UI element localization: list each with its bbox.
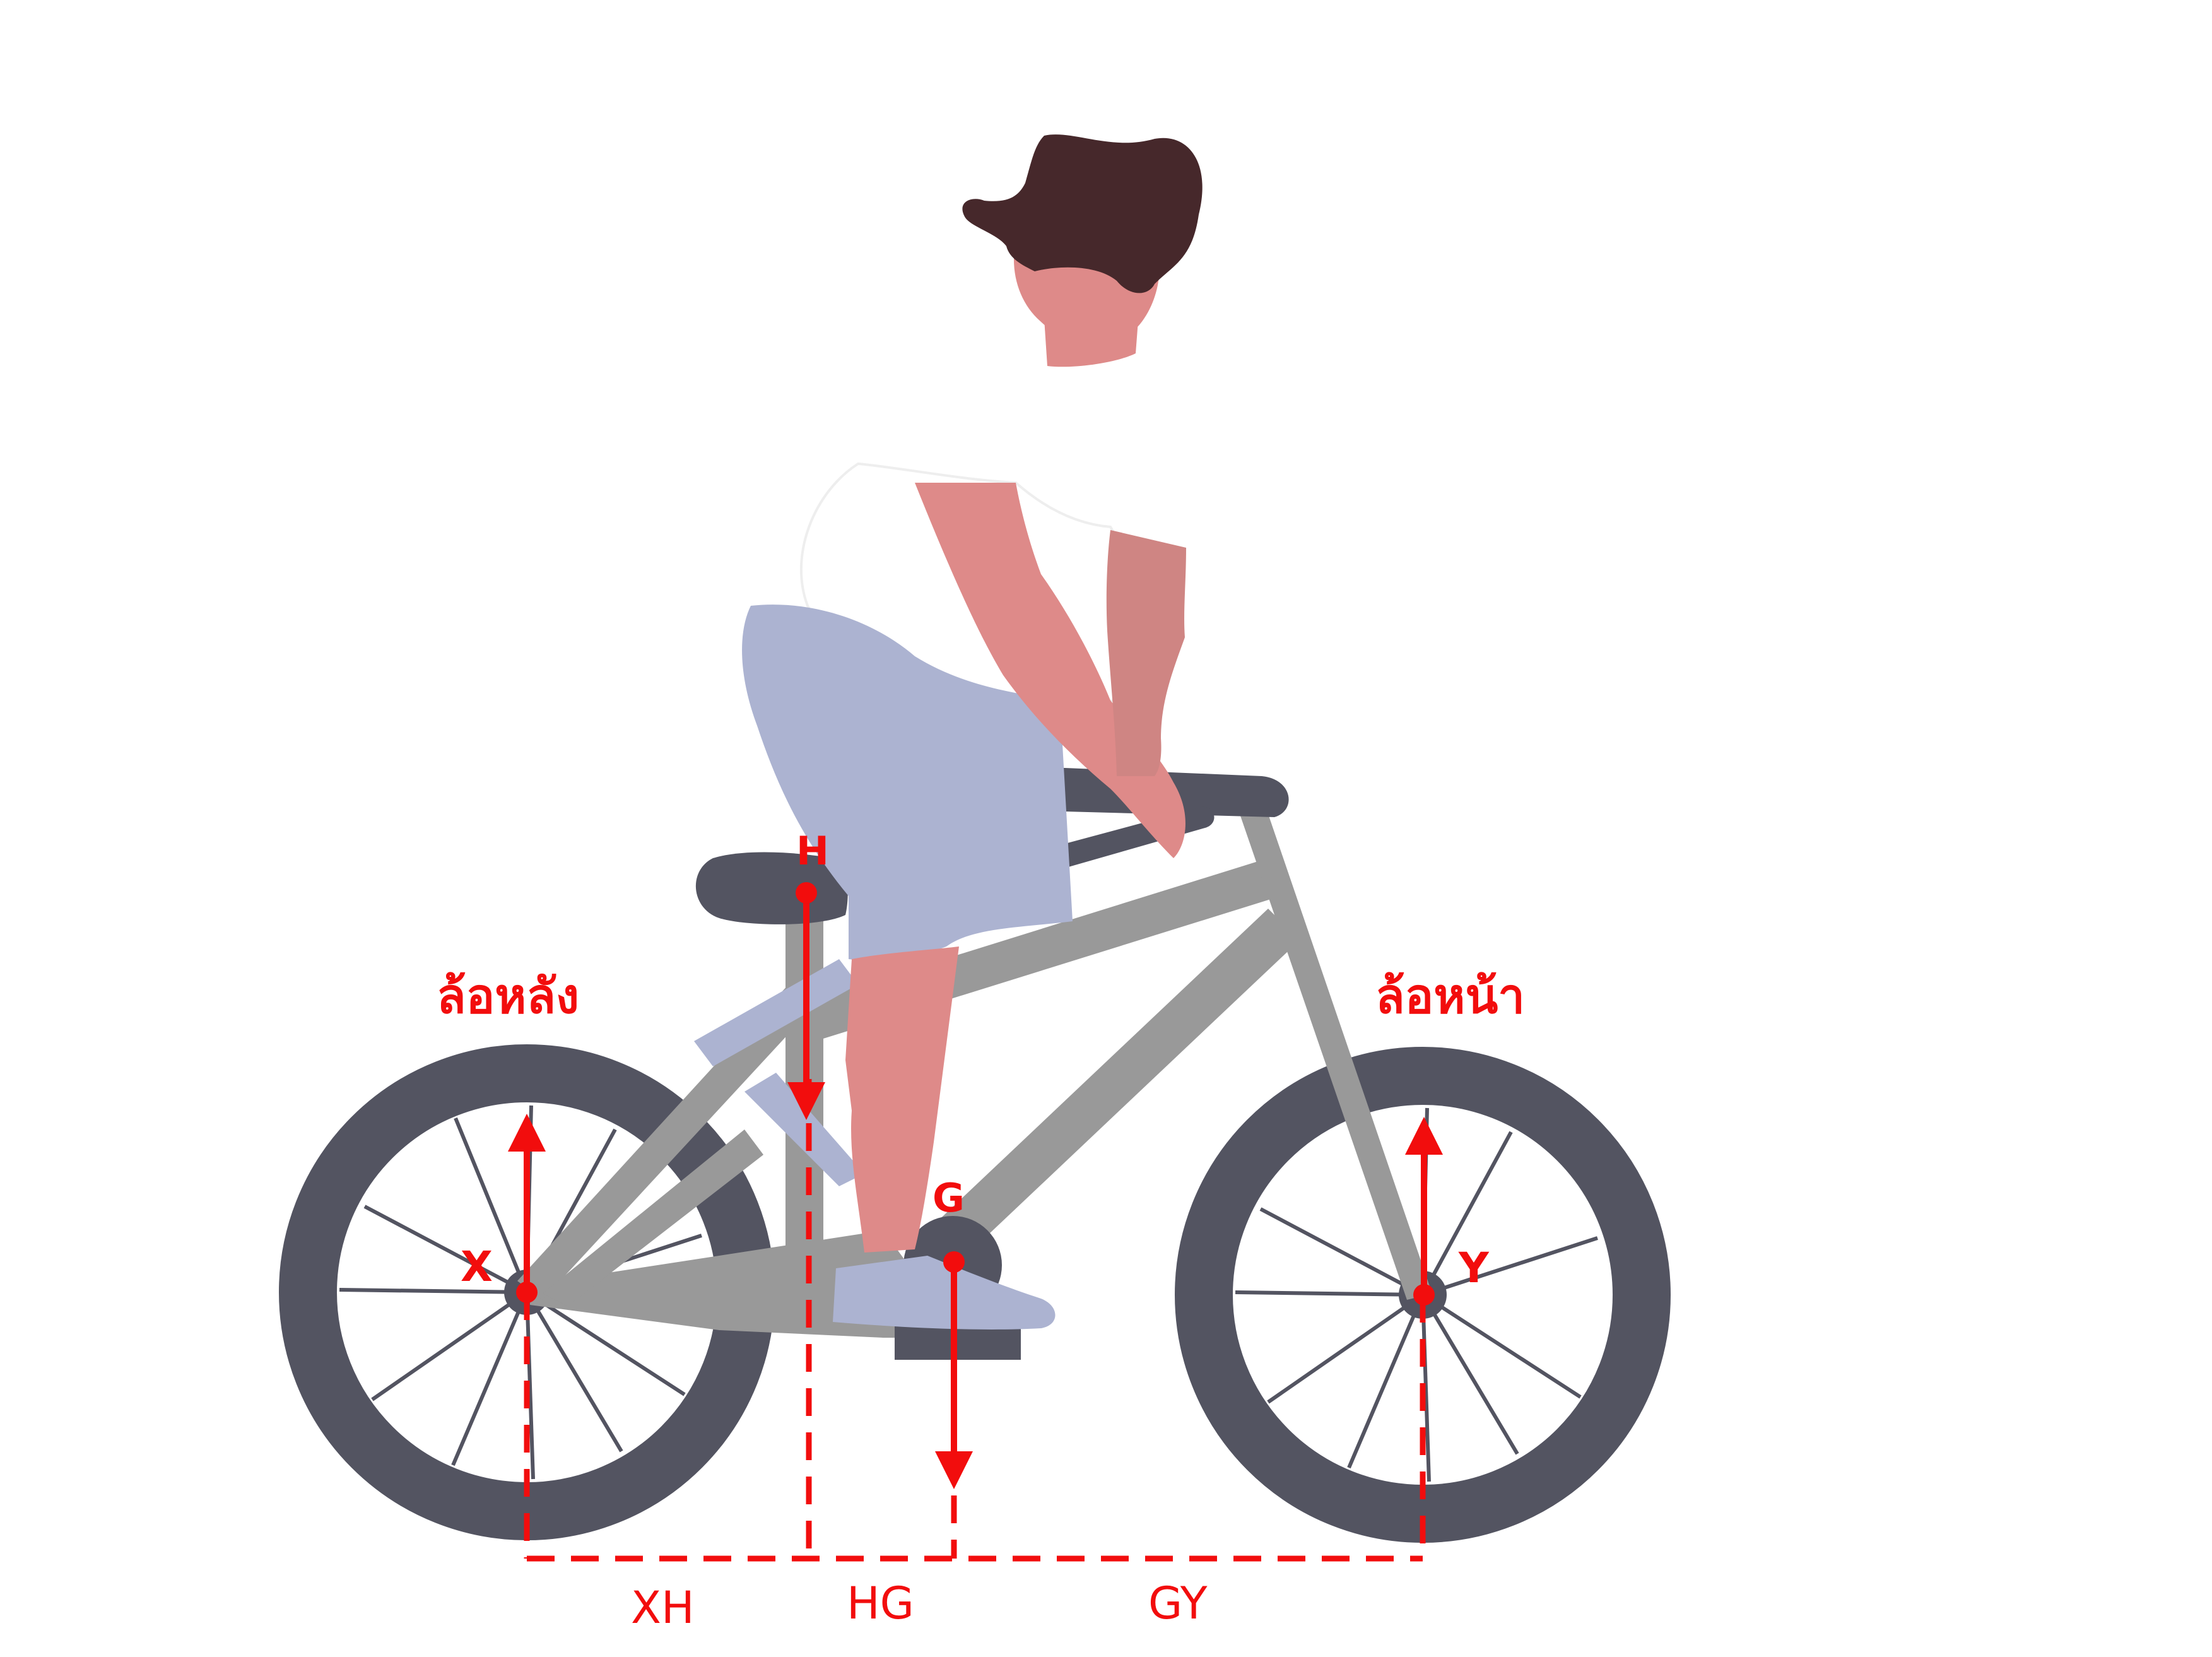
front-wheel-label: ล้อหน้า (1375, 968, 1525, 1024)
front-shoe (833, 1256, 1056, 1330)
bicycle-seat (695, 852, 848, 924)
point-g-dot (943, 1251, 965, 1273)
right-arm (1106, 530, 1186, 776)
front-tire (1175, 1047, 1671, 1543)
rider (694, 134, 1203, 1330)
rear-wheel-label: ล้อหลัง (437, 968, 579, 1024)
label-x: X (461, 1242, 493, 1291)
pants (742, 604, 1073, 960)
point-x-dot (516, 1282, 538, 1303)
label-g: G (932, 1175, 965, 1221)
front-wheel (1175, 1047, 1671, 1543)
point-y-dot (1413, 1284, 1435, 1306)
distance-xh: XH (631, 1582, 695, 1634)
distance-gy: GY (1148, 1577, 1208, 1629)
distance-hg: HG (847, 1577, 914, 1629)
point-h-dot (796, 882, 817, 904)
front-leg (845, 946, 959, 1253)
label-y: Y (1458, 1244, 1490, 1292)
annotation-overlay: X H G Y ล้อหลัง ล้อหน้า XH HG GY (437, 828, 1525, 1634)
pedal (895, 1325, 1021, 1360)
hair (962, 134, 1203, 293)
label-h: H (796, 828, 829, 874)
